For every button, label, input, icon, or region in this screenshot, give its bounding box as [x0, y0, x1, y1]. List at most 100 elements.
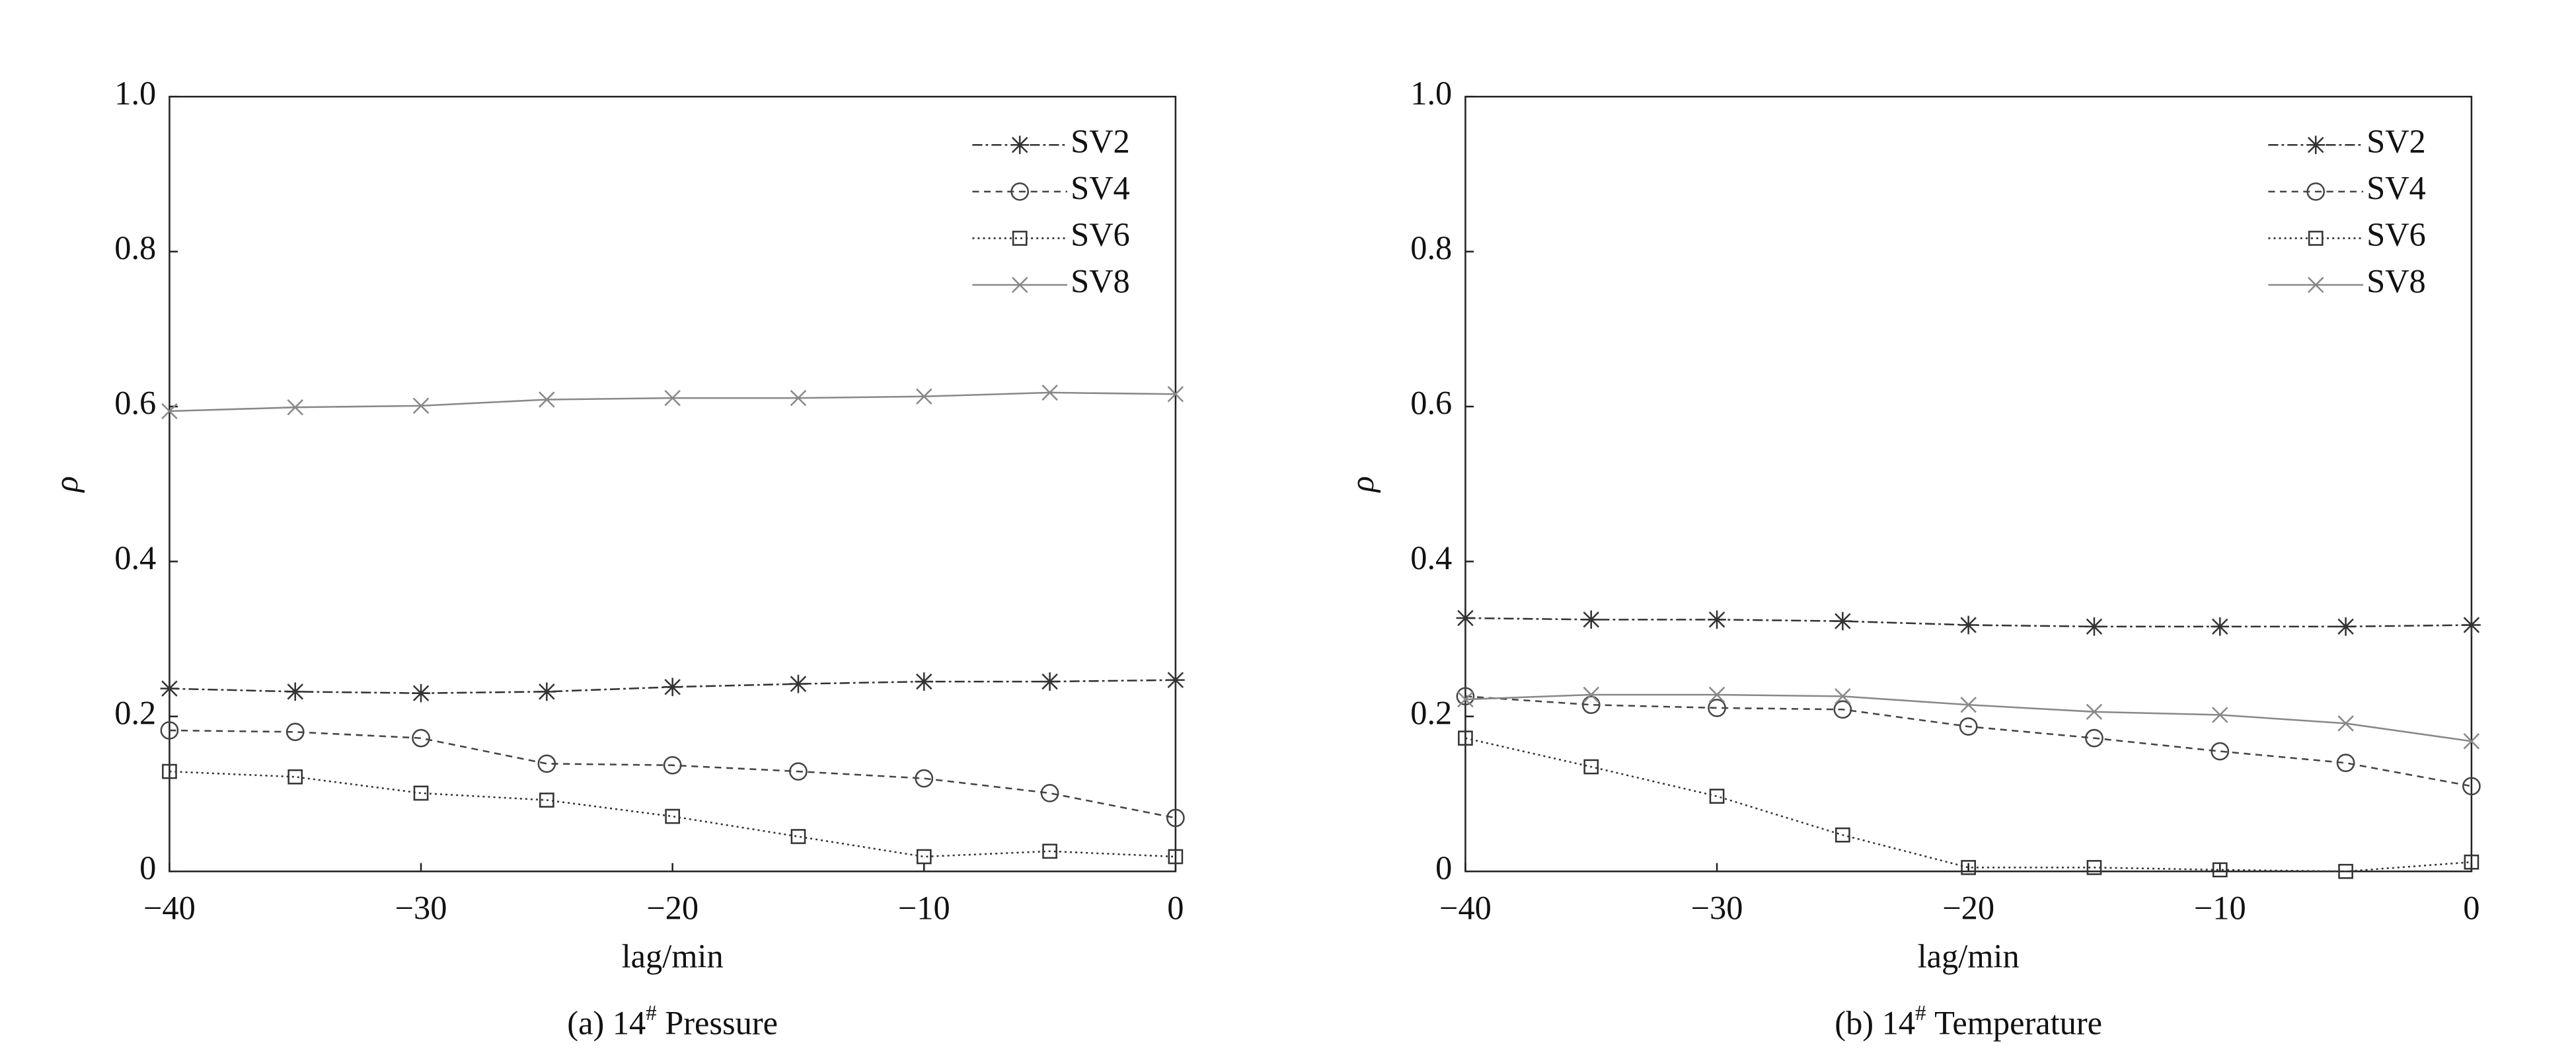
marker	[1458, 730, 1473, 746]
marker	[1581, 610, 1601, 629]
plot-frame	[169, 95, 1177, 873]
caption: (a) 14# Pressure	[567, 1001, 778, 1042]
marker	[2337, 715, 2354, 732]
legend-marker	[1010, 182, 1030, 201]
marker	[1835, 827, 1850, 843]
marker	[1581, 695, 1601, 715]
marker	[285, 722, 305, 742]
marker	[1961, 860, 1976, 875]
legend-label: SV6	[2367, 216, 2426, 253]
marker	[1959, 615, 1978, 635]
x-tick-label: −20	[1942, 889, 1994, 926]
x-tick-label: −40	[1439, 889, 1492, 926]
marker	[2462, 777, 2481, 796]
legend-label: SV2	[2367, 123, 2426, 160]
legend-label: SV4	[2367, 169, 2426, 206]
marker	[915, 672, 934, 691]
y-tick-label: 0.2	[114, 694, 156, 731]
marker	[2212, 862, 2228, 878]
y-tick-label: 0.8	[1410, 229, 1452, 266]
y-tick-label: 0	[1435, 849, 1452, 886]
marker	[2211, 617, 2230, 636]
marker	[2211, 742, 2230, 761]
y-tick-label: 0.4	[1410, 539, 1452, 576]
series-line	[169, 391, 1176, 412]
legend-marker	[1010, 136, 1030, 155]
marker	[1457, 691, 1474, 708]
x-tick-label: −10	[2194, 889, 2246, 926]
y-tick-label: 0.8	[114, 229, 156, 266]
marker	[2336, 754, 2355, 773]
marker	[537, 682, 556, 701]
y-tick-label: 1.0	[114, 75, 156, 112]
series-line	[1465, 737, 2472, 873]
y-tick-label: 1.0	[1410, 75, 1452, 112]
marker	[1709, 789, 1725, 804]
legend-label: SV2	[1071, 123, 1130, 160]
marker	[160, 721, 179, 740]
x-tick-label: 0	[2463, 889, 2480, 926]
y-axis-label: ρ	[48, 476, 85, 493]
marker	[287, 399, 303, 416]
legend-marker	[2306, 136, 2326, 155]
legend-label: SV8	[1071, 263, 1130, 300]
y-axis-label: ρ	[1344, 476, 1381, 493]
x-tick-label: −30	[1691, 889, 1743, 926]
marker	[160, 679, 179, 698]
marker	[1833, 700, 1852, 719]
series-line	[169, 770, 1176, 858]
marker	[1166, 808, 1185, 828]
x-tick-label: −40	[143, 889, 196, 926]
marker	[412, 728, 430, 748]
marker	[916, 849, 932, 865]
marker	[664, 389, 681, 407]
marker	[1835, 688, 1851, 705]
marker	[539, 793, 554, 808]
x-tick-label: −10	[898, 889, 950, 926]
marker	[663, 756, 682, 775]
marker	[413, 785, 429, 801]
y-tick-label: 0.6	[1410, 385, 1452, 422]
legend-marker	[2306, 182, 2326, 201]
marker	[2338, 863, 2353, 879]
legend-label: SV6	[1071, 216, 1130, 253]
marker	[663, 678, 682, 697]
marker	[1833, 611, 1852, 631]
marker	[537, 754, 556, 773]
marker	[2086, 703, 2103, 721]
marker	[412, 683, 430, 703]
marker	[2085, 728, 2103, 748]
marker	[1583, 686, 1599, 703]
marker	[1708, 699, 1726, 717]
x-tick-label: 0	[1167, 889, 1184, 926]
caption-prefix: (b) 14	[1835, 1004, 1915, 1041]
marker	[1040, 672, 1059, 691]
marker	[1959, 717, 1978, 736]
marker	[412, 397, 430, 414]
x-tick-label: −30	[395, 889, 447, 926]
legend-marker	[1011, 276, 1028, 293]
marker	[1166, 670, 1185, 689]
caption-suffix: Temperature	[1934, 1004, 2102, 1041]
marker	[1456, 687, 1475, 706]
marker	[665, 808, 680, 824]
caption-sup: #	[1915, 1001, 1926, 1025]
legend-label: SV8	[2367, 263, 2426, 300]
marker	[2464, 854, 2480, 870]
plot-frame	[1464, 95, 2473, 873]
marker	[2336, 617, 2355, 636]
y-tick-label: 0.4	[114, 539, 156, 576]
y-tick-label: 0.6	[114, 385, 156, 422]
y-tick-label: 0	[139, 849, 156, 886]
marker	[1042, 843, 1057, 859]
marker	[2212, 707, 2228, 723]
marker	[1042, 384, 1058, 401]
marker	[790, 829, 806, 844]
y-tick-label: 0.2	[1410, 694, 1452, 731]
marker	[915, 769, 934, 788]
marker	[1456, 609, 1475, 627]
series-line	[169, 729, 1176, 819]
marker	[916, 388, 932, 405]
marker	[2462, 615, 2481, 635]
